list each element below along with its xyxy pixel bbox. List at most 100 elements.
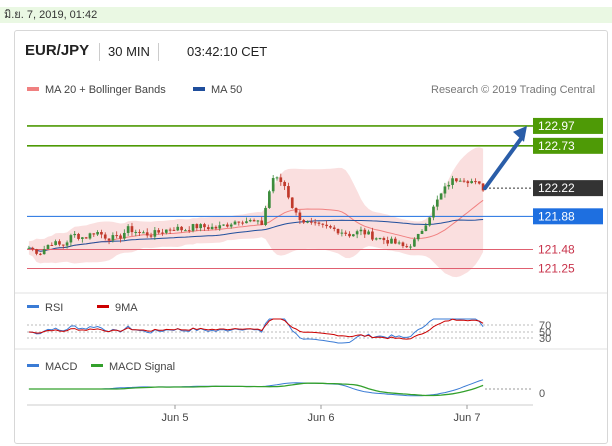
- macd-legend-label-0: MACD: [45, 361, 77, 373]
- candle-body-87: [359, 229, 363, 232]
- candle-body-39: [176, 226, 180, 231]
- candle-body-0: [27, 247, 31, 249]
- chart-time: 03:42:10 CET: [187, 44, 268, 59]
- candle-body-18: [96, 232, 99, 235]
- candle-body-33: [153, 230, 157, 237]
- candle-body-63: [268, 191, 271, 208]
- candle-body-13: [77, 233, 80, 239]
- candle-body-20: [103, 234, 107, 239]
- candle-body-92: [378, 237, 382, 239]
- candle-body-79: [329, 226, 332, 228]
- candle-body-100: [409, 246, 412, 248]
- candle-body-113: [458, 180, 462, 182]
- currency-pair: EUR/JPY: [25, 42, 90, 59]
- legend-swatch-0: [27, 87, 39, 91]
- rsi-tick-50: 50: [539, 327, 551, 339]
- candle-body-107: [435, 199, 439, 207]
- candle-body-64: [271, 178, 275, 192]
- candle-body-101: [413, 239, 416, 247]
- candle-body-44: [195, 224, 199, 229]
- candle-body-1: [31, 247, 35, 250]
- candle-body-35: [161, 232, 164, 234]
- candle-body-57: [245, 221, 248, 224]
- candle-body-56: [241, 222, 244, 224]
- candle-body-102: [416, 233, 420, 240]
- candle-body-46: [203, 224, 206, 228]
- candle-body-37: [168, 229, 172, 231]
- candle-body-47: [206, 227, 210, 230]
- candle-body-88: [363, 229, 367, 235]
- candle-body-14: [81, 237, 84, 239]
- candle-body-61: [260, 220, 264, 225]
- macd-line: [28, 379, 484, 397]
- date-text: มิ.ย. 7, 2019, 01:42: [4, 9, 98, 21]
- candle-body-91: [374, 238, 378, 240]
- candle-body-74: [310, 221, 313, 223]
- candle-body-29: [138, 231, 141, 233]
- credit-text: Research © 2019 Trading Central: [431, 84, 595, 96]
- candle-body-16: [88, 233, 92, 239]
- candle-body-30: [142, 232, 145, 234]
- candle-body-11: [69, 235, 73, 243]
- candle-body-8: [58, 241, 61, 245]
- candle-body-69: [290, 197, 294, 208]
- candle-body-53: [229, 224, 233, 227]
- candle-body-90: [371, 231, 374, 240]
- candle-body-45: [199, 224, 202, 229]
- level-label-121.88: 121.88: [538, 209, 575, 223]
- candle-body-23: [115, 235, 119, 237]
- rsi-legend-label-0: RSI: [45, 302, 63, 314]
- candle-body-24: [119, 235, 122, 239]
- candle-body-108: [439, 193, 443, 200]
- candle-body-32: [149, 235, 153, 237]
- candle-body-82: [340, 232, 344, 234]
- candle-body-70: [294, 207, 298, 213]
- candle-body-111: [451, 178, 454, 185]
- rsi-legend-label-1: 9MA: [115, 302, 138, 314]
- candle-body-94: [386, 240, 390, 244]
- candle-body-86: [355, 231, 359, 235]
- rsi-legend-swatch-1: [97, 305, 109, 308]
- candle-body-93: [382, 237, 386, 241]
- macd-signal-line: [28, 382, 484, 397]
- candle-body-55: [237, 221, 241, 223]
- rsi-tick-30: 30: [539, 333, 551, 345]
- candle-body-31: [145, 232, 149, 236]
- candle-body-65: [275, 177, 279, 179]
- candle-body-114: [462, 180, 466, 182]
- candle-body-78: [325, 224, 328, 227]
- candle-body-119: [481, 183, 485, 191]
- level-tag-122.22: [533, 180, 603, 197]
- level-label-121.25: 121.25: [538, 262, 575, 276]
- candle-body-2: [35, 249, 38, 254]
- macd-legend-swatch-0: [27, 364, 39, 367]
- level-label-122.73: 122.73: [538, 139, 575, 153]
- candle-body-75: [313, 222, 317, 224]
- candle-body-83: [344, 232, 348, 234]
- candle-body-98: [401, 242, 405, 247]
- x-tick-label-0: Jun 5: [162, 412, 189, 424]
- x-tick-label-1: Jun 6: [308, 412, 335, 424]
- candle-body-27: [130, 226, 134, 233]
- chart-header: EUR/JPY 30 MIN 03:42:10 CET: [15, 31, 607, 73]
- candle-body-68: [287, 186, 290, 198]
- legend-label-1: MA 50: [211, 84, 242, 96]
- candle-body-95: [390, 238, 393, 244]
- date-bar: มิ.ย. 7, 2019, 01:42: [0, 7, 612, 23]
- timeframe-selector[interactable]: 30 MIN: [99, 43, 159, 61]
- candle-body-7: [54, 241, 57, 246]
- candle-body-26: [126, 226, 130, 233]
- ma50-line: [28, 219, 484, 252]
- candle-body-52: [226, 224, 229, 227]
- candle-body-112: [455, 178, 458, 182]
- candle-body-4: [42, 249, 46, 255]
- macd-legend-swatch-1: [91, 364, 103, 367]
- projection-arrow-shaft: [483, 133, 525, 191]
- candle-body-72: [302, 220, 306, 223]
- rsi-legend-swatch-0: [27, 305, 39, 308]
- candle-body-41: [184, 230, 187, 232]
- candle-body-12: [73, 233, 77, 236]
- candle-body-60: [256, 220, 260, 222]
- candle-body-115: [466, 181, 470, 184]
- level-tag-122.73: [533, 137, 603, 154]
